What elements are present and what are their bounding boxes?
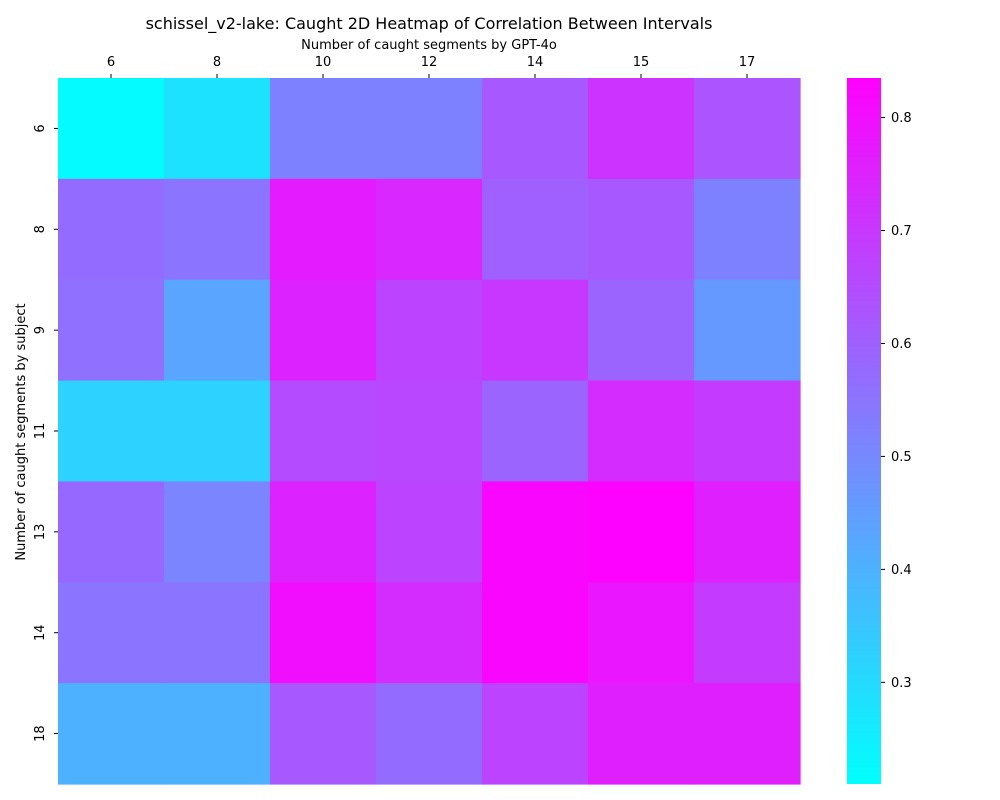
x-tick-label: 6 [107, 55, 115, 70]
heatmap-cell [482, 380, 589, 483]
heatmap-cell [482, 582, 589, 684]
heatmap-cell [58, 582, 165, 684]
x-tick-label: 17 [739, 55, 756, 70]
heatmap-cell [270, 380, 377, 483]
heatmap-cell [376, 481, 483, 583]
heatmap-cell [164, 481, 271, 583]
heatmap-cell [58, 178, 165, 281]
heatmap-cell [270, 279, 377, 382]
y-tick-label: 18 [33, 725, 48, 742]
heatmap-cell [588, 582, 695, 684]
heatmap-cell [694, 582, 801, 684]
heatmap-cell [270, 683, 377, 785]
y-tick-label: 13 [33, 524, 48, 541]
colorbar-ticks: 0.3 0.4 0.5 0.6 0.7 0.8 [881, 111, 912, 691]
x-tick-labels: 6 8 10 12 14 15 17 [107, 55, 755, 78]
heatmap-cell [588, 481, 695, 583]
heatmap-cell [58, 481, 165, 583]
heatmap-cell [694, 380, 801, 483]
y-axis-label: Number of caught segments by subject [14, 303, 29, 560]
heatmap-cell [482, 279, 589, 382]
heatmap-cell [694, 683, 801, 785]
heatmap-cell [694, 78, 801, 180]
heatmap-cell [376, 582, 483, 684]
heatmap-cell [376, 683, 483, 785]
x-tick-label: 8 [213, 55, 221, 70]
heatmap-cell [694, 178, 801, 281]
heatmap-cell [482, 78, 589, 180]
y-tick-label: 8 [33, 225, 48, 233]
heatmap-cell [588, 279, 695, 382]
heatmap-cell [164, 380, 271, 483]
heatmap-cell [482, 481, 589, 583]
colorbar-tick-label: 0.4 [891, 563, 912, 578]
heatmap-cell [270, 481, 377, 583]
y-tick-label: 9 [33, 326, 48, 334]
heatmap-cell [482, 683, 589, 785]
heatmap-cell [164, 78, 271, 180]
heatmap-cell [58, 683, 165, 785]
x-tick-label: 12 [421, 55, 438, 70]
heatmap-cells [58, 78, 801, 785]
colorbar-tick-label: 0.6 [891, 337, 912, 352]
y-tick-labels: 6 8 9 11 13 14 18 [33, 124, 58, 742]
heatmap-cell [270, 178, 377, 281]
colorbar-tick-label: 0.8 [891, 111, 912, 126]
heatmap-cell [58, 279, 165, 382]
heatmap-cell [694, 481, 801, 583]
x-tick-label: 10 [315, 55, 332, 70]
heatmap-cell [694, 279, 801, 382]
heatmap-cell [376, 78, 483, 180]
heatmap-cell [376, 279, 483, 382]
x-tick-label: 14 [527, 55, 544, 70]
y-tick-label: 6 [33, 124, 48, 132]
x-axis-label: Number of caught segments by GPT-4o [301, 38, 557, 53]
heatmap-cell [270, 582, 377, 684]
heatmap-cell [58, 380, 165, 483]
heatmap-cell [588, 78, 695, 180]
heatmap-cell [270, 78, 377, 180]
y-tick-label: 14 [33, 624, 48, 641]
chart-title: schissel_v2-lake: Caught 2D Heatmap of C… [146, 14, 713, 34]
heatmap-cell [164, 582, 271, 684]
heatmap-cell [164, 178, 271, 281]
heatmap-cell [164, 683, 271, 785]
heatmap-cell [588, 380, 695, 483]
heatmap-cell [588, 178, 695, 281]
heatmap-cell [482, 178, 589, 281]
heatmap-cell [588, 683, 695, 785]
heatmap-cell [164, 279, 271, 382]
colorbar-tick-label: 0.3 [891, 676, 912, 691]
colorbar [847, 78, 881, 784]
x-tick-label: 15 [633, 55, 650, 70]
colorbar-tick-label: 0.5 [891, 450, 912, 465]
y-tick-label: 11 [33, 423, 48, 440]
heatmap-cell [58, 78, 165, 180]
colorbar-tick-label: 0.7 [891, 224, 912, 239]
heatmap-cell [376, 178, 483, 281]
heatmap-cell [376, 380, 483, 483]
